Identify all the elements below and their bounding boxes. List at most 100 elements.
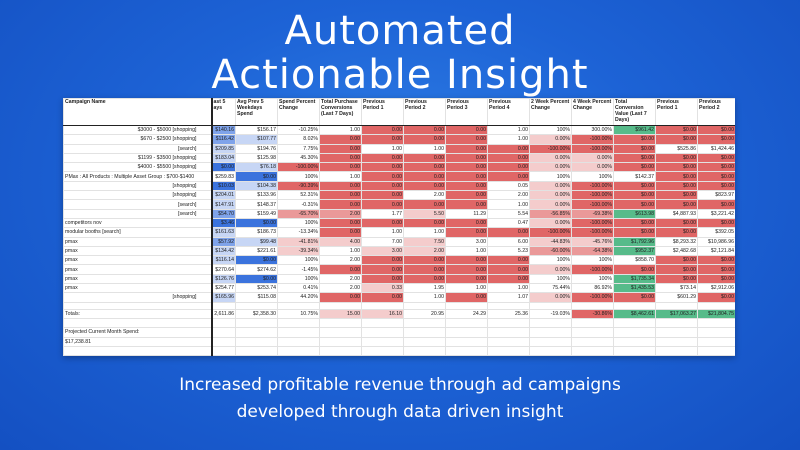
data-cell[interactable]: 0.00 bbox=[319, 162, 362, 173]
data-cell[interactable]: -13.34% bbox=[277, 227, 320, 238]
data-cell[interactable]: $57.92 bbox=[211, 236, 236, 247]
campaign-name-cell[interactable] bbox=[63, 317, 213, 329]
data-cell[interactable]: $0.00 bbox=[613, 152, 656, 164]
data-cell[interactable]: -100.00% bbox=[571, 292, 614, 303]
data-cell[interactable] bbox=[361, 336, 404, 347]
data-cell[interactable]: $0.00 bbox=[235, 273, 278, 285]
data-cell[interactable]: 100% bbox=[529, 273, 572, 285]
data-cell[interactable]: $0.00 bbox=[697, 199, 735, 210]
data-cell[interactable]: 25.36 bbox=[487, 308, 530, 319]
data-cell[interactable]: 52.31% bbox=[277, 190, 320, 201]
data-cell[interactable]: 0.00 bbox=[403, 199, 446, 210]
data-cell[interactable]: $0.00 bbox=[235, 217, 278, 229]
data-cell[interactable]: 0.00 bbox=[403, 134, 446, 145]
data-cell[interactable] bbox=[655, 317, 698, 329]
data-cell[interactable] bbox=[403, 336, 446, 347]
data-cell[interactable]: 100% bbox=[277, 273, 320, 285]
data-cell[interactable] bbox=[571, 301, 614, 310]
data-cell[interactable]: $858.70 bbox=[613, 255, 656, 266]
data-cell[interactable]: 0.00% bbox=[529, 180, 572, 192]
data-cell[interactable] bbox=[403, 345, 446, 356]
data-cell[interactable]: 0.00 bbox=[487, 273, 530, 285]
data-cell[interactable]: 4.00 bbox=[319, 236, 362, 247]
data-cell[interactable] bbox=[655, 336, 698, 347]
data-cell[interactable]: -45.76% bbox=[571, 236, 614, 247]
data-cell[interactable]: 0.00 bbox=[361, 292, 404, 303]
data-cell[interactable] bbox=[613, 345, 656, 356]
data-cell[interactable] bbox=[403, 317, 446, 329]
data-cell[interactable] bbox=[277, 317, 320, 329]
data-cell[interactable]: 2.00 bbox=[403, 190, 446, 201]
data-cell[interactable]: $148.37 bbox=[235, 199, 278, 210]
data-cell[interactable] bbox=[235, 345, 278, 356]
data-cell[interactable]: 20.95 bbox=[403, 308, 446, 319]
data-cell[interactable]: 0.00% bbox=[529, 152, 572, 164]
data-cell[interactable]: $0.00 bbox=[613, 190, 656, 201]
data-cell[interactable]: 0.00 bbox=[445, 180, 488, 192]
data-cell[interactable]: -0.31% bbox=[277, 199, 320, 210]
data-cell[interactable]: 100% bbox=[277, 217, 320, 229]
data-cell[interactable]: $133.96 bbox=[235, 190, 278, 201]
data-cell[interactable]: $147.91 bbox=[211, 199, 236, 210]
data-cell[interactable]: $0.00 bbox=[697, 217, 735, 229]
data-cell[interactable]: $601.29 bbox=[655, 292, 698, 303]
data-cell[interactable]: 0.00 bbox=[319, 180, 362, 192]
data-cell[interactable]: -19.03% bbox=[529, 308, 572, 319]
data-cell[interactable] bbox=[697, 317, 735, 329]
data-cell[interactable]: $0.00 bbox=[697, 171, 735, 182]
data-cell[interactable]: $253.74 bbox=[235, 283, 278, 294]
data-cell[interactable]: $183.04 bbox=[211, 152, 236, 164]
data-cell[interactable]: $204.01 bbox=[211, 190, 236, 201]
column-header[interactable]: Previous Period 2 bbox=[697, 98, 735, 126]
data-cell[interactable] bbox=[361, 317, 404, 329]
data-cell[interactable]: 0.00% bbox=[529, 292, 572, 303]
data-cell[interactable]: 1.00 bbox=[319, 124, 362, 136]
campaign-name-cell[interactable]: pmax bbox=[63, 264, 213, 275]
data-cell[interactable]: $156.17 bbox=[235, 124, 278, 136]
data-cell[interactable]: 0.00 bbox=[445, 255, 488, 266]
campaign-name-cell[interactable]: [search] bbox=[63, 143, 213, 154]
campaign-name-cell[interactable]: pmax bbox=[63, 255, 213, 266]
campaign-name-cell[interactable]: pmax bbox=[63, 273, 213, 285]
campaign-name-cell[interactable]: $3000 - $5000 [shopping] bbox=[63, 124, 213, 136]
data-cell[interactable]: $0.00 bbox=[235, 171, 278, 182]
data-cell[interactable]: 0.00 bbox=[445, 199, 488, 210]
data-cell[interactable]: $0.00 bbox=[697, 152, 735, 164]
data-cell[interactable]: -100.00% bbox=[571, 180, 614, 192]
data-cell[interactable]: -90.39% bbox=[277, 180, 320, 192]
data-cell[interactable]: 0.00 bbox=[445, 171, 488, 182]
data-cell[interactable]: $21,804.75 bbox=[697, 308, 735, 319]
data-cell[interactable] bbox=[571, 345, 614, 356]
data-cell[interactable]: 7.50 bbox=[403, 236, 446, 247]
data-cell[interactable]: 1.00 bbox=[361, 143, 404, 154]
data-cell[interactable]: $0.00 bbox=[697, 162, 735, 173]
data-cell[interactable]: -60.00% bbox=[529, 245, 572, 257]
data-cell[interactable]: 16.10 bbox=[361, 308, 404, 319]
data-cell[interactable]: 0.00 bbox=[445, 152, 488, 164]
data-cell[interactable]: $259.83 bbox=[211, 171, 236, 182]
data-cell[interactable]: $3.46 bbox=[211, 217, 236, 229]
data-cell[interactable]: $0.00 bbox=[697, 264, 735, 275]
data-cell[interactable]: -41.81% bbox=[277, 236, 320, 247]
data-cell[interactable] bbox=[235, 301, 278, 310]
data-cell[interactable]: 0.00 bbox=[319, 227, 362, 238]
campaign-name-cell[interactable]: $670 - $2500 [shopping] bbox=[63, 134, 213, 145]
data-cell[interactable]: 100% bbox=[529, 255, 572, 266]
data-cell[interactable]: 0.00 bbox=[403, 171, 446, 182]
data-cell[interactable]: $209.85 bbox=[211, 143, 236, 154]
data-cell[interactable] bbox=[529, 301, 572, 310]
data-cell[interactable]: 0.33 bbox=[361, 283, 404, 294]
data-cell[interactable]: $0.00 bbox=[655, 255, 698, 266]
data-cell[interactable] bbox=[487, 345, 530, 356]
data-cell[interactable]: $107.77 bbox=[235, 134, 278, 145]
data-cell[interactable]: -100.00% bbox=[571, 227, 614, 238]
data-cell[interactable]: $104.38 bbox=[235, 180, 278, 192]
data-cell[interactable]: 0.00% bbox=[571, 152, 614, 164]
data-cell[interactable]: 100% bbox=[529, 171, 572, 182]
column-header[interactable]: Total Purchase Conversions (Last 7 Days) bbox=[319, 98, 362, 126]
data-cell[interactable] bbox=[235, 317, 278, 329]
data-cell[interactable] bbox=[445, 301, 488, 310]
column-header[interactable]: 2 Week Percent Change bbox=[529, 98, 572, 126]
data-cell[interactable]: -64.38% bbox=[571, 245, 614, 257]
data-cell[interactable]: $0.00 bbox=[697, 273, 735, 285]
